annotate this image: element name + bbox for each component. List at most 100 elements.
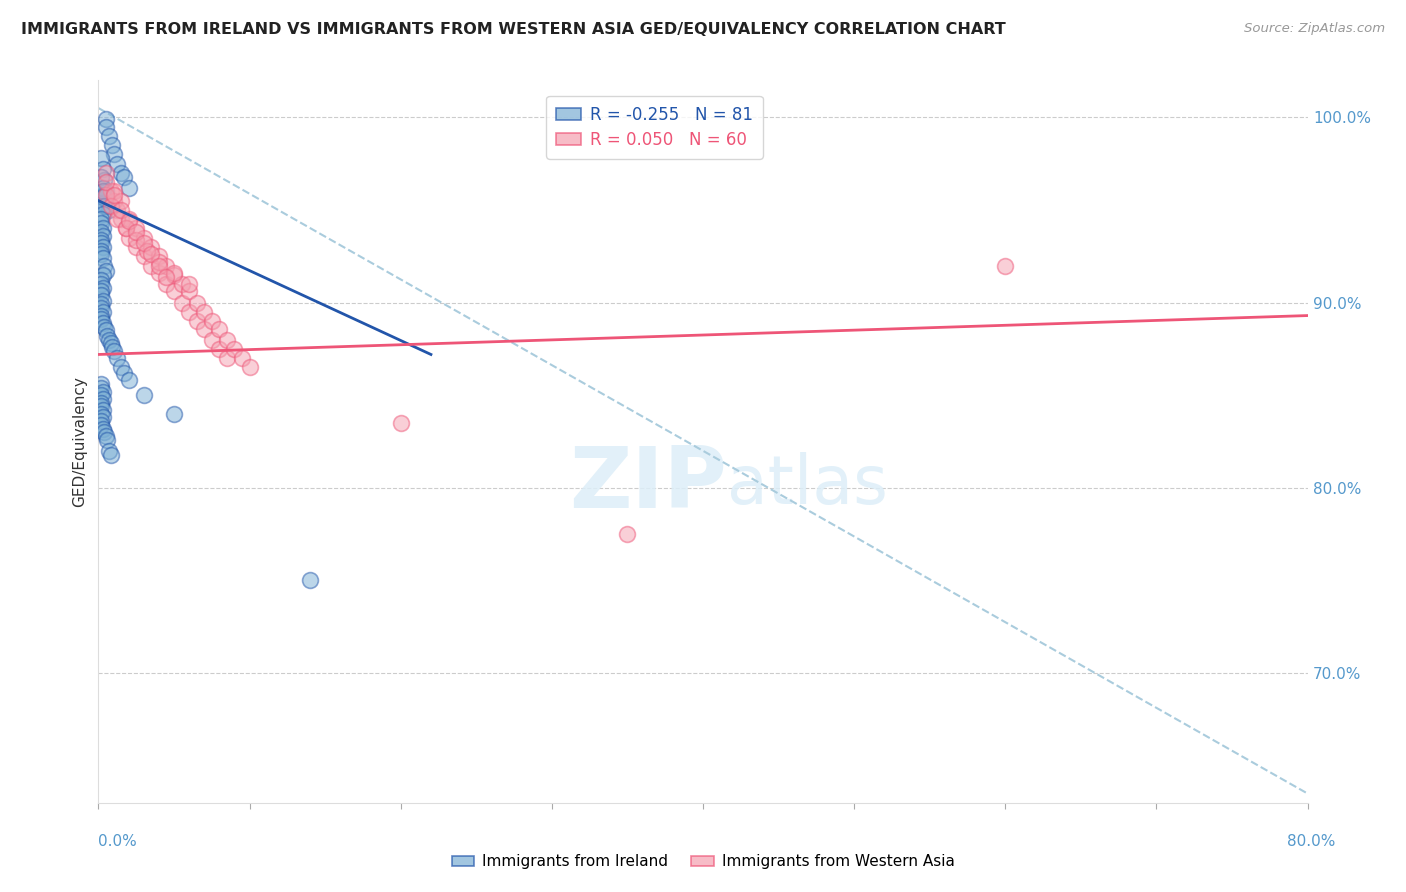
Point — [98, 443, 121, 458]
Point — [93, 319, 115, 334]
Point — [93, 188, 115, 202]
Point — [94, 166, 117, 180]
Point — [118, 373, 141, 387]
Point — [103, 185, 125, 199]
Point — [118, 231, 141, 245]
Point — [96, 194, 118, 208]
Point — [132, 236, 155, 251]
Point — [91, 228, 114, 243]
Point — [148, 255, 170, 269]
Point — [101, 138, 124, 153]
Point — [103, 188, 125, 202]
Point — [90, 381, 112, 395]
Point — [616, 527, 638, 541]
Point — [125, 221, 148, 235]
Point — [299, 574, 322, 588]
Point — [90, 407, 112, 421]
Point — [132, 388, 155, 402]
Point — [208, 342, 231, 356]
Point — [90, 297, 112, 311]
Point — [148, 249, 170, 263]
Point — [91, 305, 114, 319]
Point — [90, 236, 112, 251]
Text: 80.0%: 80.0% — [1288, 834, 1336, 849]
Point — [91, 207, 114, 221]
Point — [215, 351, 238, 366]
Point — [179, 277, 201, 291]
Point — [90, 400, 112, 414]
Point — [91, 185, 114, 199]
Point — [91, 392, 114, 406]
Point — [170, 277, 193, 291]
Point — [118, 180, 141, 194]
Point — [125, 240, 148, 254]
Point — [110, 202, 132, 217]
Point — [231, 351, 253, 366]
Point — [96, 329, 118, 343]
Point — [94, 199, 117, 213]
Point — [112, 169, 135, 184]
Point — [208, 321, 231, 335]
Point — [118, 214, 141, 228]
Point — [90, 277, 112, 291]
Point — [186, 295, 208, 310]
Point — [98, 333, 121, 347]
Point — [96, 433, 118, 447]
Point — [93, 425, 115, 440]
Y-axis label: GED/Equivalency: GED/Equivalency — [72, 376, 87, 507]
Point — [91, 384, 114, 399]
Point — [215, 333, 238, 347]
Point — [118, 212, 141, 227]
Point — [93, 199, 115, 213]
Point — [114, 221, 136, 235]
Point — [224, 342, 246, 356]
Point — [103, 194, 125, 208]
Point — [91, 190, 114, 204]
Point — [163, 266, 186, 280]
Point — [93, 173, 115, 187]
Point — [114, 221, 136, 235]
Point — [170, 295, 193, 310]
Text: IMMIGRANTS FROM IRELAND VS IMMIGRANTS FROM WESTERN ASIA GED/EQUIVALENCY CORRELAT: IMMIGRANTS FROM IRELAND VS IMMIGRANTS FR… — [21, 22, 1005, 37]
Point — [91, 240, 114, 254]
Point — [98, 202, 121, 217]
Point — [100, 185, 122, 199]
Point — [179, 285, 201, 299]
Point — [186, 314, 208, 328]
Point — [91, 268, 114, 282]
Point — [135, 244, 157, 258]
Point — [105, 351, 128, 366]
Point — [90, 417, 112, 432]
Point — [91, 251, 114, 265]
Point — [90, 212, 112, 227]
Point — [91, 221, 114, 235]
Point — [94, 175, 117, 189]
Point — [91, 281, 114, 295]
Point — [155, 277, 177, 291]
Point — [90, 225, 112, 239]
Point — [125, 225, 148, 239]
Point — [91, 410, 114, 425]
Point — [105, 202, 128, 217]
Point — [125, 233, 148, 247]
Point — [163, 268, 186, 282]
Point — [90, 233, 112, 247]
Point — [90, 216, 112, 230]
Point — [94, 323, 117, 337]
Point — [105, 156, 128, 170]
Point — [91, 180, 114, 194]
Point — [101, 340, 124, 354]
Point — [91, 293, 114, 308]
Point — [141, 259, 163, 273]
Point — [90, 151, 112, 165]
Point — [103, 147, 125, 161]
Point — [179, 305, 201, 319]
Point — [148, 259, 170, 273]
Point — [100, 199, 122, 213]
Point — [110, 212, 132, 227]
Point — [103, 343, 125, 358]
Point — [91, 316, 114, 330]
Point — [90, 377, 112, 392]
Legend: Immigrants from Ireland, Immigrants from Western Asia: Immigrants from Ireland, Immigrants from… — [446, 848, 960, 875]
Point — [94, 264, 117, 278]
